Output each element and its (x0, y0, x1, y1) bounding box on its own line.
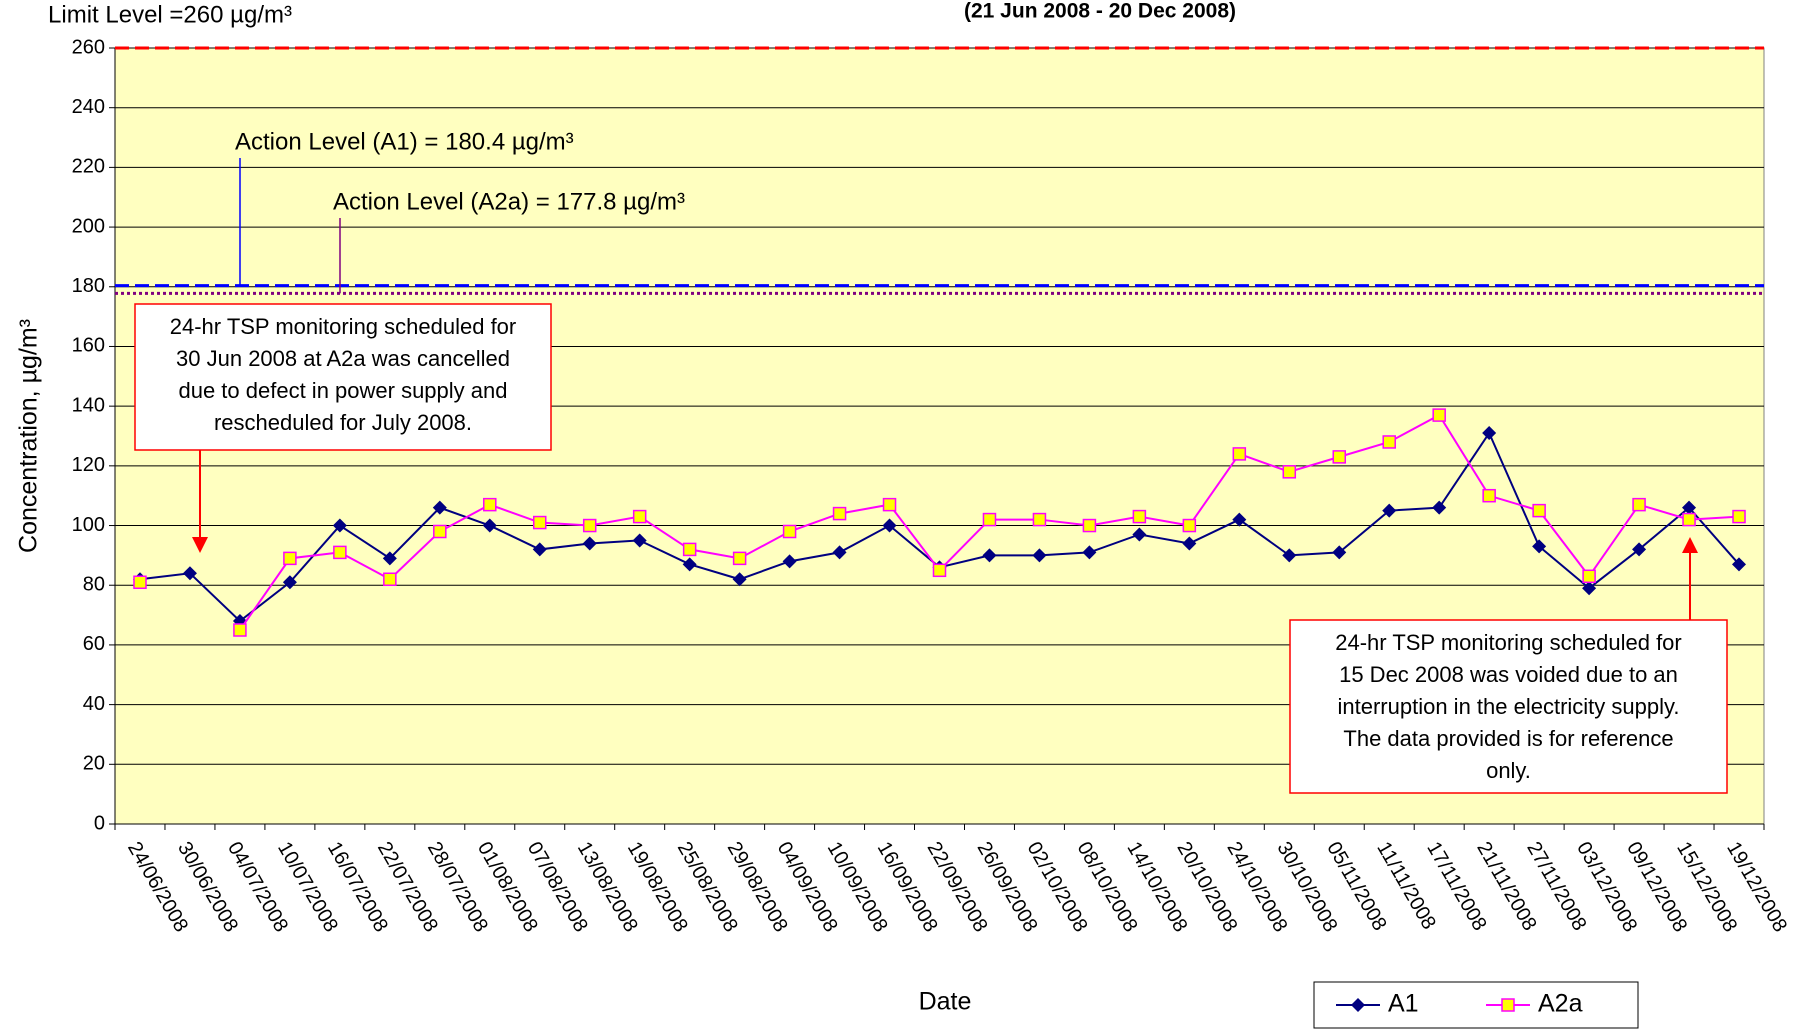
marker (932, 563, 947, 578)
y-tick-label: 100 (72, 514, 105, 536)
marker (782, 554, 797, 569)
marker (1632, 497, 1646, 512)
marker (1682, 512, 1696, 527)
y-tick-label: 40 (83, 693, 105, 715)
marker (882, 497, 897, 512)
y-tick-label: 180 (72, 275, 105, 297)
marker (1232, 512, 1247, 527)
y-tick-label: 60 (83, 633, 105, 655)
marker (1282, 465, 1297, 479)
marker (182, 566, 197, 581)
y-tick-label: 0 (94, 812, 105, 834)
marker (532, 542, 547, 557)
marker (382, 551, 397, 566)
marker (282, 575, 297, 590)
marker (1282, 548, 1297, 563)
marker (682, 542, 697, 557)
annotation-text: 15 Dec 2008 was voided due to an (1339, 662, 1678, 687)
marker (582, 536, 597, 551)
marker (1632, 542, 1647, 557)
marker (532, 515, 547, 530)
marker (432, 500, 447, 515)
marker (283, 551, 297, 566)
legend-label: A1 (1388, 990, 1419, 1018)
marker (1432, 408, 1446, 422)
annotation-text: The data provided is for reference (1343, 726, 1673, 751)
marker (1532, 503, 1546, 518)
y-tick-label: 160 (72, 335, 105, 357)
marker (1332, 450, 1347, 464)
marker (1332, 545, 1347, 560)
y-tick-label: 240 (72, 96, 105, 118)
marker (1032, 512, 1047, 527)
marker (1482, 426, 1497, 441)
marker (1082, 545, 1097, 560)
marker (1732, 509, 1746, 524)
marker (682, 557, 697, 572)
annotation-box (1289, 619, 1728, 794)
marker (483, 497, 497, 512)
marker (632, 509, 647, 524)
marker (233, 623, 247, 637)
y-tick-label: 20 (83, 753, 105, 775)
y-tick-label: 220 (72, 156, 105, 178)
marker (1532, 539, 1547, 554)
y-axis-label: Concentration, µg/m³ (15, 319, 43, 553)
reference-label: Action Level (A1) = 180.4 µg/m³ (235, 128, 574, 155)
marker (582, 518, 597, 533)
legend-label: A2a (1538, 990, 1583, 1018)
marker (832, 545, 847, 560)
marker (982, 548, 997, 563)
marker (1482, 488, 1496, 503)
marker (882, 518, 897, 533)
reference-label: Action Level (A2a) = 177.8 µg/m³ (333, 188, 685, 215)
marker (1132, 509, 1147, 524)
y-tick-label: 80 (83, 574, 105, 596)
legend-marker (1351, 998, 1365, 1012)
marker (1132, 527, 1147, 542)
annotation-box (134, 303, 552, 451)
marker (1182, 518, 1197, 533)
marker (332, 518, 347, 533)
marker (482, 518, 497, 533)
marker (383, 572, 397, 587)
marker (133, 575, 147, 589)
annotation-text: 24-hr TSP monitoring scheduled for (1335, 630, 1682, 655)
y-tick-label: 120 (72, 454, 105, 476)
annotation-text: 30 Jun 2008 at A2a was cancelled (176, 346, 510, 371)
marker (632, 533, 647, 548)
y-tick-label: 200 (72, 215, 105, 237)
marker (1232, 447, 1247, 461)
marker (1732, 557, 1747, 572)
marker (982, 512, 997, 527)
x-axis-label: Date (919, 988, 972, 1016)
reference-label: Limit Level =260 µg/m³ (48, 1, 292, 28)
y-tick-label: 260 (72, 36, 105, 58)
y-tick-label: 140 (72, 394, 105, 416)
marker (1082, 518, 1097, 533)
marker (1182, 536, 1197, 551)
annotation-text: rescheduled for July 2008. (214, 410, 472, 435)
legend-marker (1501, 998, 1515, 1012)
marker (732, 551, 747, 566)
marker (1382, 435, 1396, 449)
annotation-text: interruption in the electricity supply. (1338, 694, 1680, 719)
marker (333, 545, 347, 560)
marker (1032, 548, 1047, 563)
marker (433, 524, 447, 539)
marker (1582, 581, 1597, 596)
marker (1682, 500, 1697, 515)
marker (1582, 569, 1596, 584)
chart-title: (21 Jun 2008 - 20 Dec 2008) (964, 0, 1236, 23)
marker (782, 524, 797, 539)
marker (1432, 500, 1447, 515)
annotation-text: due to defect in power supply and (178, 378, 507, 403)
marker (1382, 503, 1397, 518)
marker (732, 572, 747, 587)
annotation-text: only. (1486, 758, 1531, 783)
marker (832, 506, 847, 521)
annotation-text: 24-hr TSP monitoring scheduled for (170, 314, 517, 339)
